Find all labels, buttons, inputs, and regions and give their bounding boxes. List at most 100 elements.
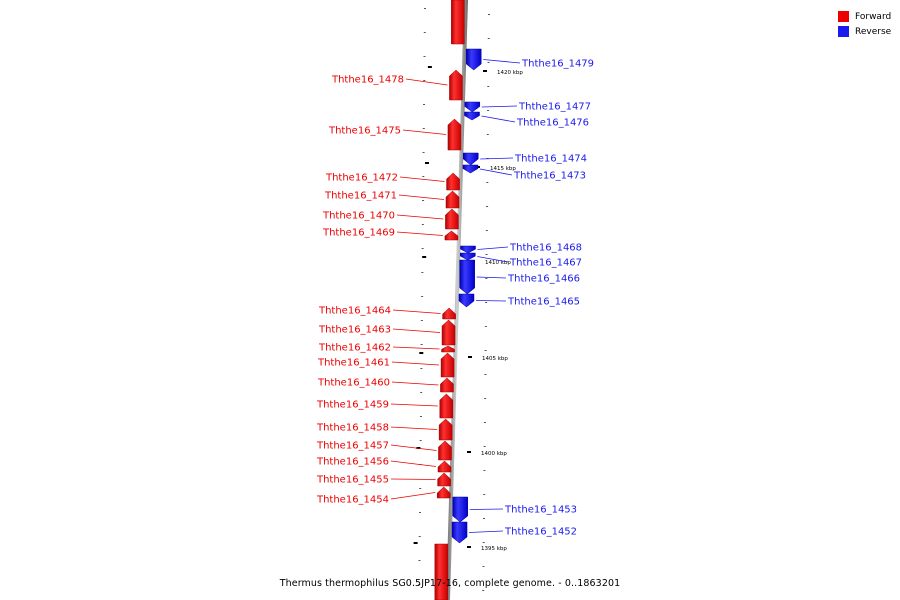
forward-gene-arrow[interactable] bbox=[442, 307, 456, 320]
gene-label[interactable]: Ththe16_1452 bbox=[504, 527, 577, 538]
forward-gene-arrow[interactable] bbox=[440, 377, 454, 393]
scale-tick-mark-left bbox=[413, 542, 418, 544]
minor-tick bbox=[484, 326, 487, 327]
legend-label-forward: Forward bbox=[855, 11, 892, 22]
gene-label[interactable]: Ththe16_1469 bbox=[322, 228, 395, 239]
reverse-gene-arrow[interactable] bbox=[460, 252, 476, 261]
gene-label[interactable]: Ththe16_1457 bbox=[316, 441, 389, 452]
forward-gene-arrow[interactable] bbox=[441, 345, 455, 353]
forward-gene-arrow[interactable] bbox=[439, 393, 454, 419]
gene-label[interactable]: Ththe16_1455 bbox=[316, 475, 389, 486]
gene-label[interactable]: Ththe16_1453 bbox=[504, 505, 577, 516]
forward-gene-arrow[interactable] bbox=[438, 418, 453, 441]
gene-leader-line bbox=[390, 460, 437, 467]
minor-tick bbox=[420, 368, 423, 369]
minor-tick bbox=[483, 470, 486, 471]
forward-gene-arrow[interactable] bbox=[444, 230, 459, 241]
gene-leader-line bbox=[480, 157, 514, 160]
gene-label[interactable]: Ththe16_1454 bbox=[316, 495, 389, 506]
forward-gene-arrow[interactable] bbox=[446, 172, 460, 191]
minor-tick bbox=[487, 86, 490, 87]
gene-label[interactable]: Ththe16_1476 bbox=[516, 118, 589, 129]
gene-label[interactable]: Ththe16_1477 bbox=[518, 102, 591, 113]
gene-leader-line bbox=[398, 194, 445, 200]
minor-tick bbox=[485, 254, 488, 255]
reverse-gene-arrow[interactable] bbox=[464, 111, 480, 121]
gene-label[interactable]: Ththe16_1472 bbox=[325, 173, 398, 184]
forward-gene-arrow[interactable] bbox=[445, 190, 460, 209]
reverse-gene-arrow[interactable] bbox=[451, 521, 468, 544]
gene-leader-line bbox=[475, 300, 507, 302]
gene-label[interactable]: Ththe16_1474 bbox=[514, 154, 587, 165]
forward-gene-arrow[interactable] bbox=[441, 319, 456, 346]
forward-gene-arrow[interactable] bbox=[449, 69, 463, 101]
reverse-gene-arrow[interactable] bbox=[459, 259, 475, 295]
scale-label: 1400 kbp bbox=[481, 451, 507, 457]
gene-leader-line bbox=[396, 214, 444, 220]
gene-leader-line bbox=[392, 309, 441, 314]
minor-tick bbox=[487, 62, 490, 63]
gene-label[interactable]: Ththe16_1456 bbox=[316, 457, 389, 468]
gene-label[interactable]: Ththe16_1470 bbox=[322, 211, 395, 222]
gene-label[interactable]: Ththe16_1459 bbox=[316, 400, 389, 411]
reverse-gene-arrow[interactable] bbox=[460, 245, 476, 254]
minor-tick bbox=[419, 440, 422, 441]
minor-tick bbox=[486, 134, 489, 135]
minor-tick bbox=[483, 494, 486, 495]
gene-label[interactable]: Ththe16_1461 bbox=[317, 358, 390, 369]
legend: Forward Reverse bbox=[838, 9, 900, 39]
reverse-gene-arrow[interactable] bbox=[458, 293, 475, 308]
minor-tick bbox=[424, 8, 426, 9]
forward-gene-arrow[interactable] bbox=[445, 208, 459, 230]
gene-leader-line bbox=[391, 361, 440, 366]
minor-tick bbox=[419, 416, 422, 417]
legend-label-reverse: Reverse bbox=[855, 26, 892, 37]
gene-label[interactable]: Ththe16_1475 bbox=[328, 126, 401, 137]
forward-gene-arrow[interactable] bbox=[437, 472, 451, 487]
gene-leader-line bbox=[391, 381, 439, 386]
gene-label[interactable]: Ththe16_1467 bbox=[509, 258, 582, 269]
reverse-gene-arrow[interactable] bbox=[462, 164, 479, 174]
minor-tick bbox=[423, 80, 426, 81]
gene-label[interactable]: Ththe16_1458 bbox=[316, 423, 389, 434]
minor-tick bbox=[423, 56, 426, 57]
gene-label[interactable]: Ththe16_1462 bbox=[318, 343, 391, 354]
forward-gene-arrow[interactable] bbox=[440, 352, 455, 378]
gene-label[interactable]: Ththe16_1466 bbox=[507, 274, 580, 285]
minor-tick bbox=[420, 392, 423, 393]
gene-label[interactable]: Ththe16_1473 bbox=[513, 171, 586, 182]
forward-gene-arrow[interactable] bbox=[438, 440, 452, 461]
scale-label: 1410 kbp bbox=[485, 260, 511, 266]
gene-label[interactable]: Ththe16_1465 bbox=[507, 297, 580, 308]
gene-leader-line bbox=[476, 276, 507, 279]
gene-label[interactable]: Ththe16_1479 bbox=[521, 59, 594, 70]
gene-label[interactable]: Ththe16_1471 bbox=[324, 191, 397, 202]
reverse-gene-arrow[interactable] bbox=[464, 101, 481, 113]
gene-label[interactable]: Ththe16_1464 bbox=[318, 306, 391, 317]
gene-leader-line bbox=[481, 115, 516, 123]
scale-tick-mark bbox=[468, 356, 472, 358]
forward-gene-arrow[interactable] bbox=[447, 118, 462, 151]
forward-gene-arrow[interactable] bbox=[437, 460, 452, 473]
reverse-gene-arrow[interactable] bbox=[465, 48, 482, 71]
minor-tick bbox=[482, 518, 485, 519]
scale-tick-mark bbox=[483, 70, 487, 72]
scale-tick-mark-left bbox=[422, 256, 427, 258]
gene-label[interactable]: Ththe16_1468 bbox=[509, 243, 582, 254]
minor-tick bbox=[418, 536, 421, 537]
scale-tick-mark-left bbox=[427, 66, 432, 68]
minor-tick bbox=[418, 560, 421, 561]
minor-tick bbox=[487, 38, 490, 39]
minor-tick bbox=[422, 128, 425, 129]
minor-tick bbox=[485, 302, 488, 303]
legend-item-forward: Forward bbox=[838, 9, 900, 24]
reverse-gene-arrow[interactable] bbox=[462, 152, 479, 166]
gene-label[interactable]: Ththe16_1460 bbox=[317, 378, 390, 389]
gene-label[interactable]: Ththe16_1463 bbox=[318, 325, 391, 336]
forward-gene-arrow[interactable] bbox=[436, 486, 451, 499]
gene-label[interactable]: Ththe16_1478 bbox=[331, 75, 404, 86]
reverse-gene-arrow[interactable] bbox=[452, 496, 468, 523]
minor-tick bbox=[484, 398, 487, 399]
gene-leader-line bbox=[396, 231, 443, 236]
